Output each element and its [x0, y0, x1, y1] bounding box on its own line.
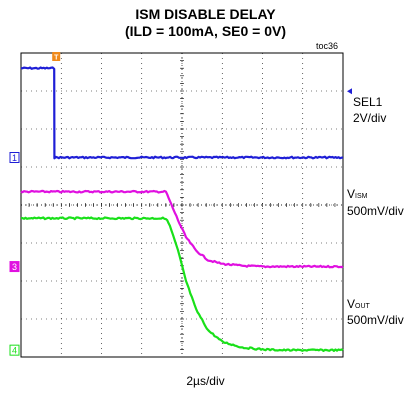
channel-marker-label: 4 — [12, 346, 17, 356]
channel-markers: 1 3 4 T — [9, 52, 352, 356]
grid — [20, 52, 344, 358]
trigger-marker-label: T — [54, 55, 59, 62]
trigger-marker: T — [52, 52, 61, 62]
vout-name-sub: OUT — [355, 303, 370, 310]
channel-marker-box — [9, 261, 20, 273]
channel-marker-1: 1 — [9, 152, 20, 163]
chart-title: ISM DISABLE DELAY — [135, 6, 276, 22]
figure-id: toc36 — [316, 41, 339, 51]
sel1-name: SEL1 — [353, 95, 383, 109]
vout-name: VOUT — [347, 297, 370, 311]
channel-marker-label: 3 — [12, 262, 17, 272]
channel-marker-box — [9, 344, 20, 356]
channel-marker-4: 4 — [9, 344, 20, 356]
channel-marker-3: 3 — [9, 261, 20, 273]
sel1-scale: 2V/div — [353, 111, 387, 125]
x-axis-label: 2µs/div — [186, 374, 225, 388]
traces — [20, 66, 344, 352]
trigger-marker-box — [52, 52, 61, 61]
vout-scale: 500mV/div — [347, 313, 404, 327]
vism-name-sub: ISM — [355, 193, 368, 200]
vism-scale: 500mV/div — [347, 204, 404, 218]
trace-ch3 — [20, 189, 344, 269]
vism-name: VISM — [347, 187, 368, 201]
channel-marker-box — [9, 152, 20, 163]
trigger-level-arrow — [347, 88, 352, 95]
trace-ch4 — [20, 216, 344, 352]
channel-marker-label: 1 — [12, 153, 17, 163]
trace-ch1 — [20, 66, 344, 160]
chart-subtitle: (ILD = 100mA, SE0 = 0V) — [124, 23, 287, 39]
